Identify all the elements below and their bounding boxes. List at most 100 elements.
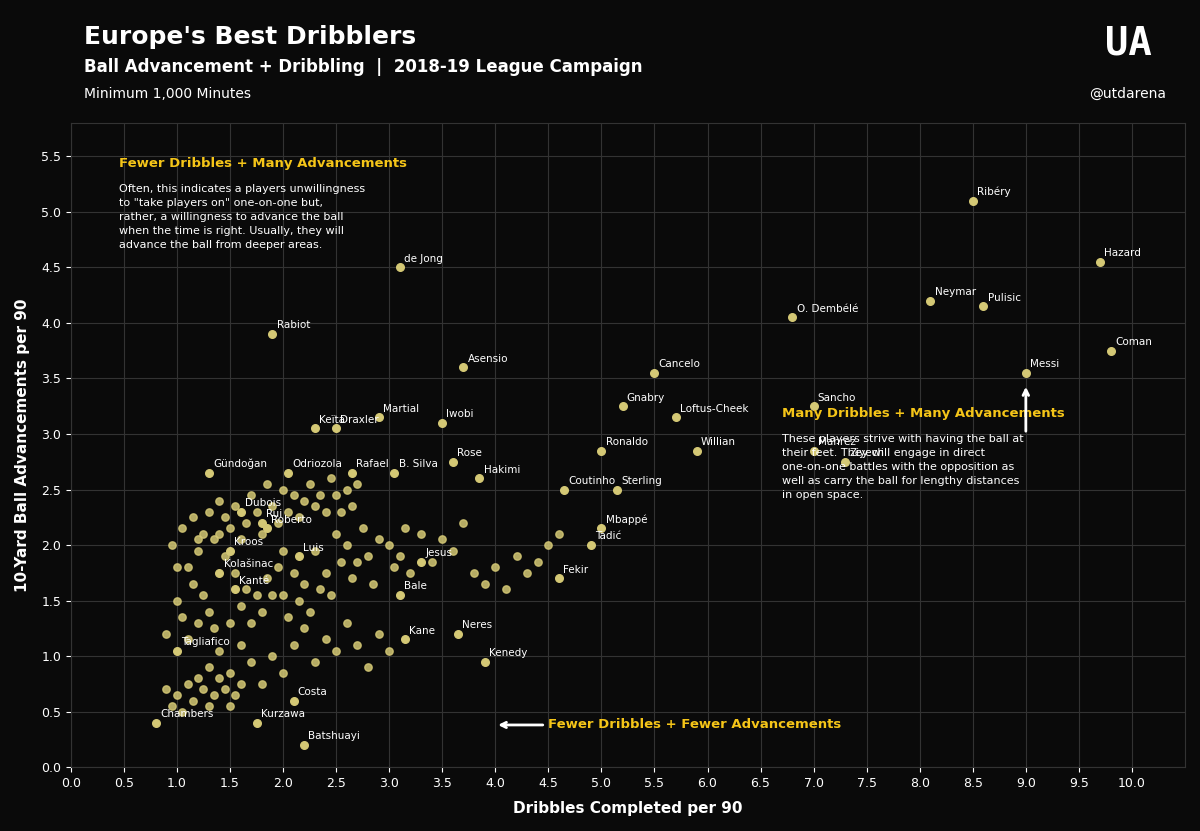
Text: Mahrez: Mahrez bbox=[817, 437, 856, 447]
Point bbox=[274, 588, 293, 602]
Point bbox=[284, 694, 304, 707]
Point bbox=[379, 644, 398, 657]
Point bbox=[226, 499, 245, 513]
Point bbox=[258, 477, 277, 490]
Text: Luis: Luis bbox=[304, 543, 324, 553]
Point bbox=[199, 505, 218, 519]
Point bbox=[221, 666, 240, 680]
Point bbox=[184, 510, 203, 524]
Point bbox=[226, 688, 245, 701]
Point bbox=[146, 716, 166, 730]
Point bbox=[221, 522, 240, 535]
Point bbox=[188, 671, 208, 685]
Point bbox=[464, 566, 484, 579]
Point bbox=[188, 616, 208, 629]
Point bbox=[592, 444, 611, 457]
Point bbox=[289, 594, 308, 607]
Point bbox=[194, 528, 214, 541]
Point bbox=[162, 538, 181, 552]
Point bbox=[316, 505, 335, 519]
Point bbox=[454, 361, 473, 374]
Text: Ball Advancement + Dribbling  |  2018-19 League Campaign: Ball Advancement + Dribbling | 2018-19 L… bbox=[84, 58, 642, 76]
Text: Batshuayi: Batshuayi bbox=[308, 731, 360, 741]
Point bbox=[506, 549, 526, 563]
Point bbox=[517, 566, 536, 579]
Y-axis label: 10-Yard Ball Advancements per 90: 10-Yard Ball Advancements per 90 bbox=[16, 298, 30, 592]
Point bbox=[284, 638, 304, 652]
Text: Chambers: Chambers bbox=[160, 709, 214, 719]
Point bbox=[454, 516, 473, 529]
Point bbox=[422, 555, 442, 568]
Point bbox=[973, 300, 992, 313]
Point bbox=[263, 327, 282, 341]
Point bbox=[368, 411, 388, 424]
Text: Rui: Rui bbox=[266, 509, 282, 519]
Point bbox=[221, 616, 240, 629]
Point bbox=[368, 533, 388, 546]
Point bbox=[167, 561, 186, 574]
Point bbox=[204, 622, 223, 635]
Text: de Jong: de Jong bbox=[404, 253, 443, 264]
Point bbox=[274, 544, 293, 558]
Point bbox=[252, 516, 271, 529]
Point bbox=[475, 655, 494, 668]
Point bbox=[221, 700, 240, 713]
Point bbox=[268, 516, 287, 529]
Point bbox=[348, 555, 367, 568]
Point bbox=[236, 516, 256, 529]
Point bbox=[688, 444, 707, 457]
Point bbox=[322, 588, 341, 602]
Point bbox=[232, 533, 251, 546]
Point bbox=[469, 472, 488, 485]
Point bbox=[278, 611, 298, 624]
Text: Fewer Dribbles + Fewer Advancements: Fewer Dribbles + Fewer Advancements bbox=[502, 719, 841, 731]
Text: Draxler: Draxler bbox=[341, 415, 379, 425]
Text: Gündoğan: Gündoğan bbox=[212, 459, 266, 470]
Point bbox=[316, 566, 335, 579]
Point bbox=[157, 627, 176, 641]
Point bbox=[295, 494, 314, 507]
Point bbox=[390, 261, 409, 274]
Point bbox=[184, 694, 203, 707]
Point bbox=[178, 561, 197, 574]
Point bbox=[592, 522, 611, 535]
Point bbox=[178, 632, 197, 646]
Point bbox=[443, 455, 462, 469]
Point bbox=[241, 489, 260, 502]
Point bbox=[305, 544, 324, 558]
Point bbox=[236, 583, 256, 596]
Point bbox=[215, 683, 234, 696]
Point bbox=[581, 538, 600, 552]
Point bbox=[167, 594, 186, 607]
Text: Rafael: Rafael bbox=[356, 460, 389, 470]
Point bbox=[178, 677, 197, 691]
Point bbox=[550, 572, 569, 585]
Text: These players strive with having the ball at
their feet. They will engage in dir: These players strive with having the bal… bbox=[781, 434, 1024, 500]
Text: Iwobi: Iwobi bbox=[446, 410, 474, 420]
Point bbox=[342, 466, 361, 479]
Point bbox=[368, 627, 388, 641]
Point bbox=[385, 561, 404, 574]
Point bbox=[539, 538, 558, 552]
Text: Willian: Willian bbox=[701, 437, 736, 447]
Point bbox=[252, 605, 271, 618]
Point bbox=[332, 555, 352, 568]
Point bbox=[232, 638, 251, 652]
Point bbox=[226, 566, 245, 579]
Point bbox=[359, 661, 378, 674]
Text: Kroos: Kroos bbox=[234, 537, 263, 547]
X-axis label: Dribbles Completed per 90: Dribbles Completed per 90 bbox=[514, 801, 743, 816]
Point bbox=[396, 632, 415, 646]
Point bbox=[194, 588, 214, 602]
Point bbox=[804, 400, 823, 413]
Text: Sancho: Sancho bbox=[817, 393, 856, 403]
Text: Fekir: Fekir bbox=[563, 565, 588, 575]
Point bbox=[337, 538, 356, 552]
Point bbox=[188, 533, 208, 546]
Point bbox=[173, 522, 192, 535]
Point bbox=[379, 538, 398, 552]
Point bbox=[348, 477, 367, 490]
Point bbox=[247, 588, 266, 602]
Point bbox=[613, 400, 632, 413]
Text: Sterling: Sterling bbox=[622, 476, 662, 486]
